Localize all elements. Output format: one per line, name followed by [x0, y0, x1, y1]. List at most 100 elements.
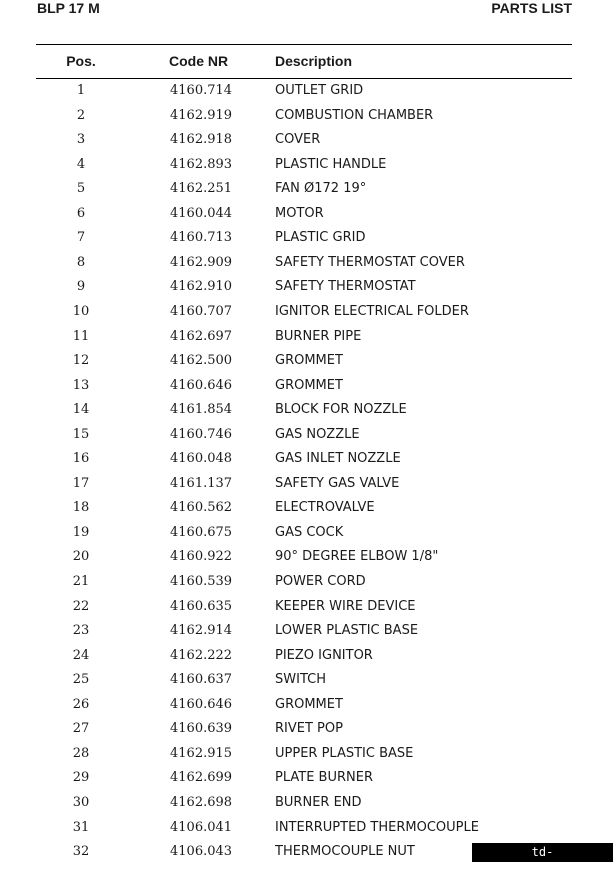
- cell-description: PLASTIC HANDLE: [275, 156, 387, 172]
- cell-pos: 19: [72, 524, 90, 540]
- cell-description: BURNER END: [275, 794, 362, 810]
- table-row: 28 4162.915 UPPER PLASTIC BASE: [0, 742, 613, 766]
- cell-description: SAFETY GAS VALVE: [275, 475, 400, 491]
- cell-code: 4106.043: [170, 844, 233, 860]
- cell-description: OUTLET GRID: [275, 83, 364, 98]
- cell-pos: 4: [76, 156, 86, 172]
- cell-pos: 16: [72, 451, 90, 467]
- cell-description: POWER CORD: [275, 574, 366, 589]
- cell-description: PLASTIC GRID: [275, 230, 366, 246]
- cell-code: 4162.909: [170, 254, 233, 270]
- cell-code: 4160.044: [170, 205, 233, 221]
- cell-pos: 2: [76, 107, 86, 123]
- column-header-pos: Pos.: [66, 53, 96, 69]
- cell-pos: 15: [72, 426, 90, 442]
- cell-pos: 3: [76, 132, 86, 148]
- table-row: 26 4160.646 GROMMET: [0, 693, 613, 717]
- cell-pos: 11: [72, 328, 90, 344]
- cell-description: SWITCH: [275, 672, 326, 688]
- table-row: 18 4160.562 ELECTROVALVE: [0, 496, 613, 520]
- cell-code: 4162.697: [170, 328, 233, 344]
- table-row: 27 4160.639 RIVET POP: [0, 717, 613, 741]
- cell-description: GAS NOZZLE: [275, 426, 360, 442]
- cell-description: GROMMET: [275, 696, 343, 712]
- cell-code: 4162.698: [170, 794, 233, 810]
- table-row: 30 4162.698 BURNER END: [0, 791, 613, 815]
- table-row: 15 4160.746 GAS NOZZLE: [0, 423, 613, 447]
- cell-pos: 5: [76, 181, 86, 197]
- table-row: 22 4160.635 KEEPER WIRE DEVICE: [0, 595, 613, 619]
- table-row: 29 4162.699 PLATE BURNER: [0, 766, 613, 790]
- cell-description: UPPER PLASTIC BASE: [275, 745, 414, 761]
- table-row: 14 4161.854 BLOCK FOR NOZZLE: [0, 398, 613, 422]
- cell-description: IGNITOR ELECTRICAL FOLDER: [275, 303, 469, 319]
- document-title: BLP 17 M: [37, 0, 100, 16]
- column-header-code: Code NR: [169, 53, 229, 69]
- table-row: 13 4160.646 GROMMET: [0, 374, 613, 398]
- cell-pos: 32: [72, 844, 90, 860]
- cell-description: BLOCK FOR NOZZLE: [275, 402, 407, 418]
- cell-description: PLATE BURNER: [275, 770, 373, 786]
- cell-code: 4106.041: [170, 819, 233, 835]
- cell-code: 4160.707: [170, 303, 233, 319]
- cell-code: 4160.048: [170, 451, 233, 467]
- cell-pos: 8: [76, 254, 86, 270]
- cell-description: LOWER PLASTIC BASE: [275, 623, 419, 639]
- cell-code: 4160.562: [170, 500, 233, 516]
- cell-pos: 29: [72, 770, 90, 786]
- table-row: 31 4106.041 INTERRUPTED THERMOCOUPLE: [0, 816, 613, 840]
- table-row: 11 4162.697 BURNER PIPE: [0, 325, 613, 349]
- cell-code: 4160.639: [170, 721, 233, 737]
- cell-code: 4160.746: [170, 426, 233, 442]
- table-row: 20 4160.922 90° DEGREE ELBOW 1/8": [0, 545, 613, 569]
- cell-code: 4161.854: [170, 402, 233, 418]
- cell-code: 4162.251: [170, 181, 233, 197]
- cell-code: 4162.222: [170, 647, 233, 663]
- cell-description: GAS INLET NOZZLE: [275, 451, 401, 467]
- cell-code: 4160.714: [170, 83, 233, 98]
- cell-pos: 6: [76, 205, 86, 221]
- cell-description: COMBUSTION CHAMBER: [275, 107, 434, 123]
- cell-pos: 26: [72, 696, 90, 712]
- cell-code: 4162.699: [170, 770, 233, 786]
- cell-pos: 18: [72, 500, 90, 516]
- table-row: 19 4160.675 GAS COCK: [0, 521, 613, 545]
- cell-code: 4160.646: [170, 377, 233, 393]
- cell-code: 4162.918: [170, 132, 233, 148]
- cell-pos: 10: [72, 303, 90, 319]
- cell-description: BURNER PIPE: [275, 328, 362, 344]
- cell-pos: 31: [72, 819, 90, 835]
- cell-description: INTERRUPTED THERMOCOUPLE: [275, 819, 479, 835]
- cell-pos: 25: [72, 672, 90, 688]
- cell-pos: 20: [72, 549, 90, 565]
- table-row: 24 4162.222 PIEZO IGNITOR: [0, 644, 613, 668]
- cell-description: GAS COCK: [275, 524, 344, 540]
- cell-code: 4162.919: [170, 107, 233, 123]
- cell-description: SAFETY THERMOSTAT: [275, 279, 416, 295]
- cell-code: 4162.914: [170, 623, 233, 639]
- cell-code: 4160.635: [170, 598, 233, 614]
- table-row: 2 4162.919 COMBUSTION CHAMBER: [0, 104, 613, 128]
- cell-description: FAN Ø172 19°: [275, 181, 367, 197]
- cell-pos: 22: [72, 598, 90, 614]
- cell-description: 90° DEGREE ELBOW 1/8": [275, 549, 439, 565]
- cell-description: GROMMET: [275, 377, 343, 393]
- cell-description: KEEPER WIRE DEVICE: [275, 598, 416, 614]
- cell-pos: 12: [72, 353, 90, 369]
- section-title: PARTS LIST: [491, 0, 572, 16]
- table-row: 32 4106.043 THERMOCOUPLE NUT: [0, 840, 613, 864]
- cell-description: ELECTROVALVE: [275, 500, 375, 516]
- table-row: 4 4162.893 PLASTIC HANDLE: [0, 153, 613, 177]
- table-row: 6 4160.044 MOTOR: [0, 202, 613, 226]
- cell-pos: 23: [72, 623, 90, 639]
- cell-code: 4162.500: [170, 353, 233, 369]
- table-row: 10 4160.707 IGNITOR ELECTRICAL FOLDER: [0, 300, 613, 324]
- cell-description: GROMMET: [275, 353, 343, 369]
- table-row: 25 4160.637 SWITCH: [0, 668, 613, 692]
- cell-code: 4160.922: [170, 549, 233, 565]
- cell-pos: 13: [72, 377, 90, 393]
- cell-pos: 30: [72, 794, 90, 810]
- cell-code: 4160.646: [170, 696, 233, 712]
- table-row: 21 4160.539 POWER CORD: [0, 570, 613, 594]
- cell-pos: 17: [72, 475, 90, 491]
